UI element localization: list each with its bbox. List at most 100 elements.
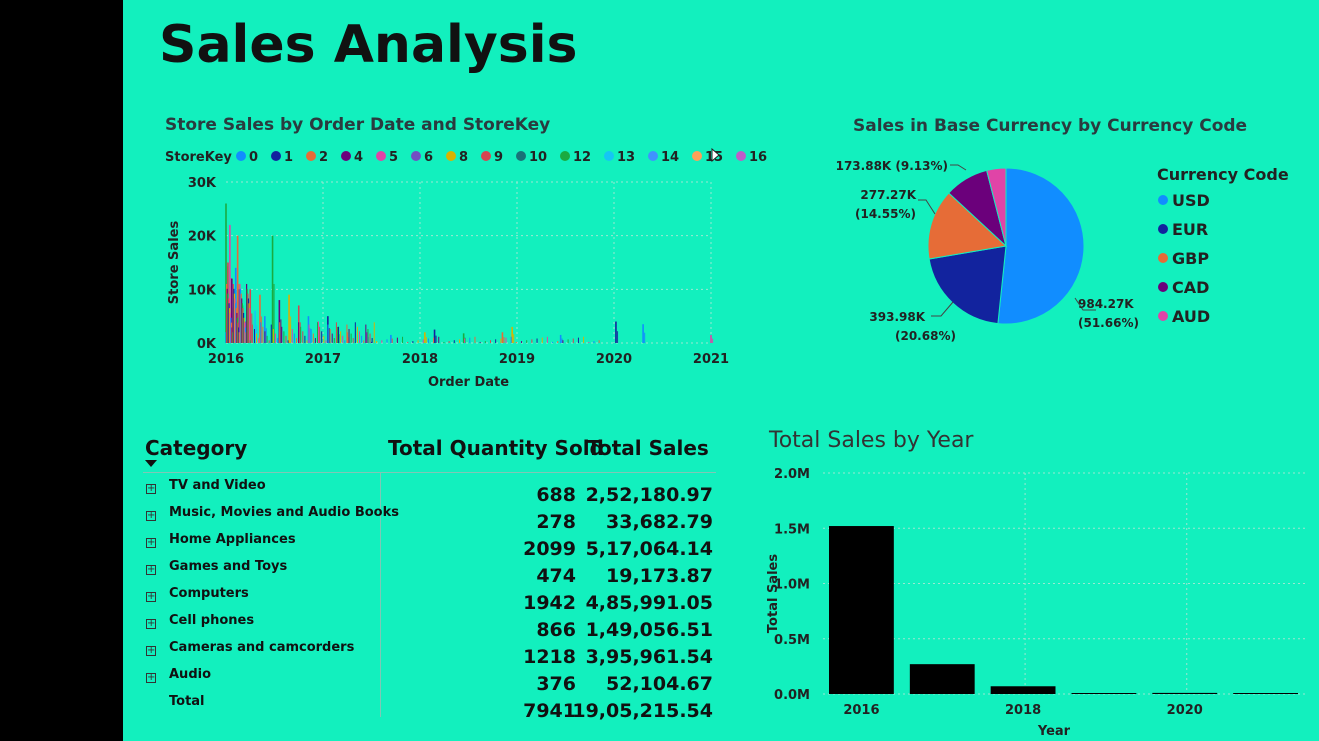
quantity-cell: 688 — [536, 484, 576, 506]
legend-label-9: 9 — [494, 150, 503, 165]
category-cell: TV and Video — [169, 478, 266, 493]
category-cell: Audio — [169, 667, 212, 682]
category-cell: Games and Toys — [169, 559, 288, 574]
store-sales-line-chart[interactable]: StoreKey012456891012131415160K10K20K30K2… — [163, 142, 767, 392]
legend-marker-13 — [604, 151, 614, 161]
table-row: + Games and Toys 474 19,173.87 — [143, 559, 718, 587]
pie-label-gbp-pct: (14.55%) — [855, 207, 916, 221]
legend-marker-cad — [1158, 282, 1168, 292]
pie-legend-aud: AUD — [1172, 307, 1210, 326]
pie-label-usd: 984.27K — [1078, 297, 1134, 311]
plus-box-icon[interactable]: + — [146, 591, 156, 602]
pie-slice-gbp[interactable] — [927, 192, 1008, 260]
table-row: + Audio 376 52,104.67 — [143, 667, 718, 695]
bar-2021[interactable] — [1233, 693, 1298, 694]
plus-box-icon[interactable]: + — [146, 645, 156, 656]
legend-marker-2 — [306, 151, 316, 161]
sales-cell: 52,104.67 — [606, 673, 713, 695]
pie-slice-eur[interactable] — [928, 245, 1007, 325]
x-tick-label: 2021 — [693, 352, 729, 367]
x-tick-label: 2016 — [843, 703, 879, 718]
header-category[interactable]: Category — [145, 436, 248, 460]
left-black-panel — [0, 0, 123, 741]
bar-chart-title: Total Sales by Year — [769, 428, 974, 453]
x-tick-label: 2018 — [1005, 703, 1041, 718]
table-row: + Home Appliances 2099 5,17,064.14 — [143, 532, 718, 560]
plus-box-icon[interactable]: + — [146, 618, 156, 629]
legend-label-6: 6 — [424, 150, 433, 165]
x-tick-label: 2019 — [499, 352, 535, 367]
quantity-cell: 866 — [536, 619, 576, 641]
sales-cell: 3,95,961.54 — [585, 646, 713, 668]
y-tick-label: 0.5M — [774, 633, 810, 648]
x-tick-label: 2020 — [596, 352, 632, 367]
bar-2020[interactable] — [1152, 692, 1218, 694]
table-row: + Music, Movies and Audio Books 278 33,682.… — [143, 505, 718, 533]
legend-label-2: 2 — [319, 150, 328, 165]
x-tick-label: 2020 — [1167, 703, 1203, 718]
y-tick-label: 0K — [197, 337, 217, 352]
y-tick-label: 30K — [188, 176, 217, 191]
x-tick-label: 2017 — [305, 352, 341, 367]
sales-cell: 33,682.79 — [606, 511, 713, 533]
plus-box-icon[interactable]: + — [146, 510, 156, 521]
category-cell: Cell phones — [169, 613, 255, 628]
legend-label-16: 16 — [749, 150, 767, 165]
legend-marker-16 — [736, 151, 746, 161]
plus-box-icon[interactable]: + — [146, 537, 156, 548]
category-cell: Cameras and camcorders — [169, 640, 355, 655]
plus-box-icon[interactable]: + — [146, 483, 156, 494]
sales-cell: 4,85,991.05 — [585, 592, 713, 614]
legend-label-10: 10 — [529, 150, 547, 165]
sort-down-icon[interactable] — [145, 460, 157, 467]
category-cell: Total — [169, 694, 205, 709]
total-sales-by-year-bar-chart[interactable]: 0.0M 0.5M 1.0M 1.5M 2.0M 2016 2018 2020 Year Tota… — [763, 455, 1319, 741]
header-total-quantity[interactable]: Total Quantity Sold — [388, 436, 604, 460]
pie-label-eur-pct: (20.68%) — [895, 329, 956, 343]
pie-legend-eur: EUR — [1172, 220, 1208, 239]
legend-marker-usd — [1158, 195, 1168, 205]
quantity-cell: 474 — [536, 565, 576, 587]
y-tick-label: 20K — [188, 230, 217, 245]
y-axis-label: Total Sales — [766, 554, 781, 633]
y-tick-label: 1.0M — [774, 578, 810, 593]
pie-label-usd-pct: (51.66%) — [1078, 316, 1139, 330]
pie-slice-aud[interactable] — [986, 167, 1007, 247]
y-axis-label: Store Sales — [167, 221, 182, 305]
legend-marker-8 — [446, 151, 456, 161]
line-chart-title: Store Sales by Order Date and StoreKey — [165, 115, 551, 135]
category-cell: Computers — [169, 586, 249, 601]
sales-cell: 5,17,064.14 — [585, 538, 713, 560]
sales-cell: 1,49,056.51 — [585, 619, 713, 641]
bar-2017[interactable] — [909, 664, 975, 694]
header-total-sales[interactable]: Total Sales — [587, 436, 709, 460]
pie-legend-cad: CAD — [1172, 278, 1209, 297]
legend-marker-6 — [411, 151, 421, 161]
legend-label-8: 8 — [459, 150, 468, 165]
bar-2019[interactable] — [1071, 693, 1137, 694]
legend-marker-aud — [1158, 311, 1168, 321]
legend-marker-eur — [1158, 224, 1168, 234]
y-tick-label: 10K — [188, 283, 217, 298]
legend-next-icon[interactable] — [711, 147, 720, 163]
bar-2018[interactable] — [990, 686, 1056, 694]
currency-pie-chart[interactable]: 984.27K (51.66%) 393.98K (20.68%) 277.27K (14… — [836, 150, 1313, 350]
header-divider — [143, 472, 716, 473]
legend-marker-1 — [271, 151, 281, 161]
leader-line — [931, 301, 954, 317]
pie-label-eur: 393.98K — [869, 310, 925, 324]
bar-2016[interactable] — [829, 526, 894, 694]
pie-slice-usd[interactable] — [997, 167, 1085, 325]
quantity-cell: 1218 — [523, 646, 576, 668]
quantity-cell: 7941 — [523, 700, 576, 722]
legend-marker-14 — [648, 151, 658, 161]
category-cell: Music, Movies and Audio Books — [169, 505, 399, 520]
legend-title: StoreKey — [165, 150, 232, 165]
pie-label-gbp: 277.27K — [860, 188, 916, 202]
total-row: Total 7941 19,05,215.54 — [143, 694, 718, 722]
plus-box-icon[interactable]: + — [146, 672, 156, 683]
y-tick-label: 2.0M — [774, 467, 810, 482]
legend-label-5: 5 — [389, 150, 398, 165]
plus-box-icon[interactable]: + — [146, 564, 156, 575]
legend-marker-0 — [236, 151, 246, 161]
